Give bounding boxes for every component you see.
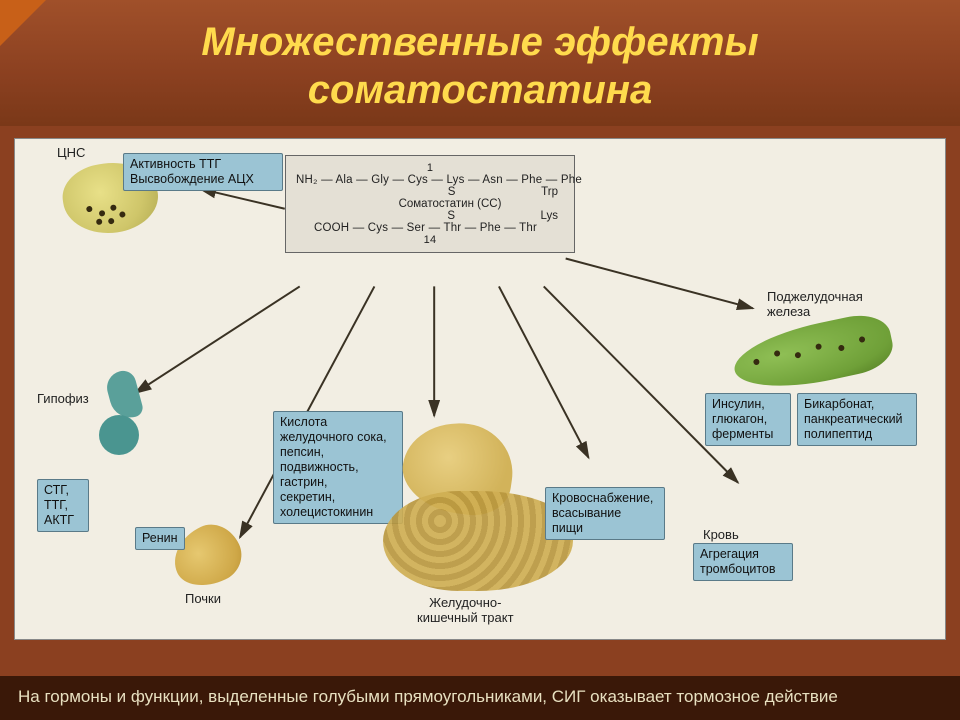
gi-label: Желудочно- кишечный тракт bbox=[417, 595, 514, 625]
pancreas-label: Поджелудочная железа bbox=[767, 289, 863, 319]
title-line2: соматостатина bbox=[308, 68, 652, 112]
cns-label: ЦНС bbox=[57, 145, 85, 160]
kidneys-label: Почки bbox=[185, 591, 221, 606]
seq-trp: Trp bbox=[541, 186, 558, 198]
diagram-panel: ЦНС Активность ТТГ Высвобождение АЦХ 1 N… bbox=[14, 138, 946, 640]
seq-s2: S bbox=[447, 210, 455, 222]
seq-s1: S bbox=[448, 186, 456, 198]
title-line1: Множественные эффекты bbox=[201, 20, 758, 64]
pituitary-icon bbox=[95, 371, 155, 456]
footnote: На гормоны и функции, выделенные голубым… bbox=[0, 676, 960, 720]
pituitary-bluebox: СТГ, ТТГ, АКТГ bbox=[37, 479, 89, 532]
seq-label: Соматостатин (СС) bbox=[399, 198, 502, 210]
somatostatin-structure-box: 1 NH₂ — Ala — Gly — Cys — Lys — Asn — Ph… bbox=[285, 155, 575, 253]
blood-bluebox: Агрегация тромбоцитов bbox=[693, 543, 793, 581]
seq-bottom-num: 14 bbox=[296, 234, 564, 246]
pancreas-icon bbox=[729, 309, 898, 399]
gi-bluebox-2: Кровоснабжение, всасывание пищи bbox=[545, 487, 665, 540]
seq-line2: COOH — Cys — Ser — Thr — Phe — Thr bbox=[296, 222, 564, 234]
seq-line1: NH₂ — Ala — Gly — Cys — Lys — Asn — Phe … bbox=[296, 174, 564, 186]
seq-lys: Lys bbox=[541, 210, 558, 222]
pancreas-bluebox-2: Бикарбонат, панкреатический полипептид bbox=[797, 393, 917, 446]
cns-bluebox: Активность ТТГ Высвобождение АЦХ bbox=[123, 153, 283, 191]
slide-title: Множественные эффекты соматостатина bbox=[0, 0, 960, 126]
seq-top-num: 1 bbox=[296, 162, 564, 174]
pancreas-bluebox-1: Инсулин, глюкагон, ферменты bbox=[705, 393, 791, 446]
blood-label: Кровь bbox=[703, 527, 739, 542]
renal-bluebox: Ренин bbox=[135, 527, 185, 550]
pituitary-label: Гипофиз bbox=[37, 391, 89, 406]
corner-accent bbox=[0, 0, 46, 46]
